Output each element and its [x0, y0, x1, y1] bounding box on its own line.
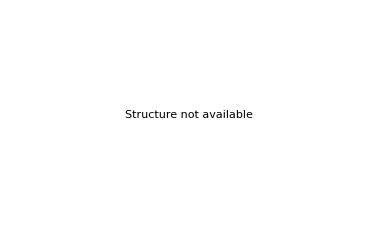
Text: Structure not available: Structure not available [124, 110, 253, 121]
